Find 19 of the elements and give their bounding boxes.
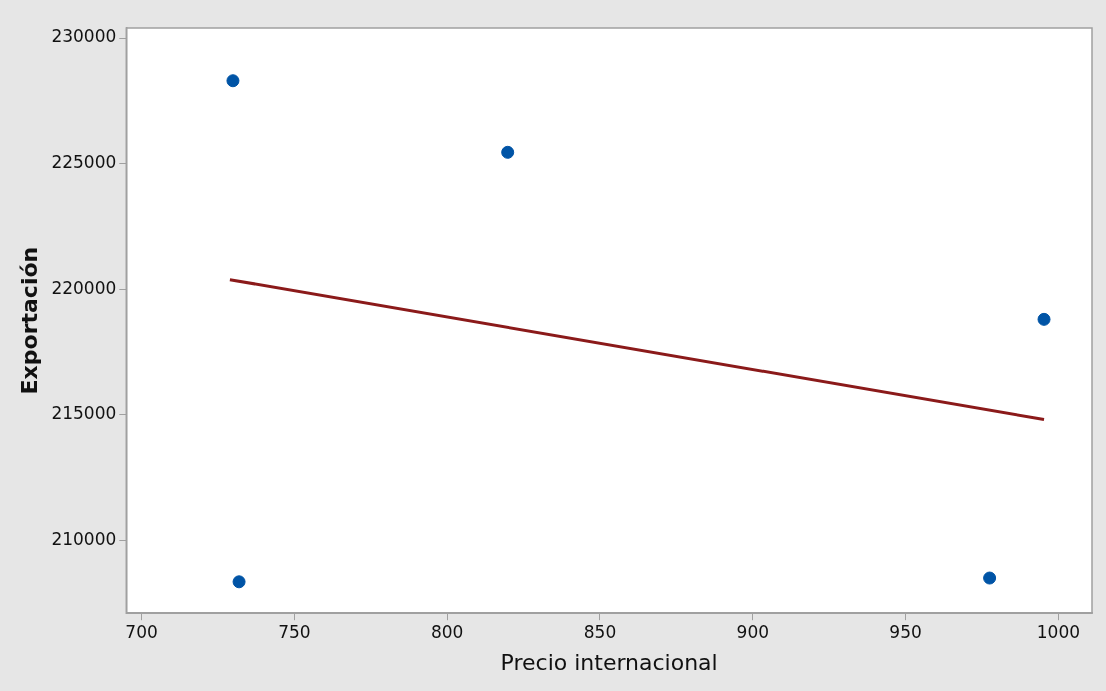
x-tick-label: 950	[889, 621, 922, 642]
y-tick-label: 220000	[51, 277, 117, 298]
y-tick-label: 230000	[51, 26, 117, 47]
point	[226, 74, 240, 88]
x-axis-title: Precio internacional	[500, 649, 718, 675]
y-tick-label: 215000	[51, 403, 117, 424]
x-tick-label: 850	[583, 621, 617, 642]
point	[1037, 312, 1051, 326]
y-axis-title: Exportación	[16, 246, 42, 395]
x-tick-label: 900	[736, 621, 770, 642]
x-tick-label: 1000	[1036, 621, 1081, 642]
x-tick-label: 700	[125, 621, 158, 642]
y-tick-label: 225000	[51, 152, 117, 173]
point	[501, 145, 515, 159]
x-tick-label: 750	[278, 621, 311, 642]
point	[983, 571, 997, 585]
y-tick-label: 210000	[51, 528, 117, 549]
point	[232, 575, 246, 589]
x-tick-label: 800	[430, 621, 464, 642]
